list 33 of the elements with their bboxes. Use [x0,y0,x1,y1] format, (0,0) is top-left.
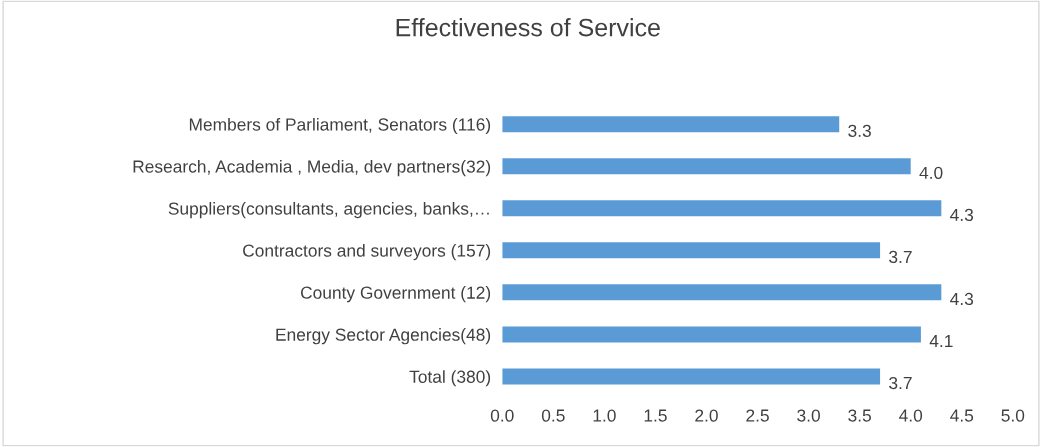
y-tick-label: Suppliers(consultants, agencies, banks,… [168,201,489,219]
x-tick-label: 0.0 [490,409,514,422]
y-tick-label: Members of Parliament, Senators (116) [189,117,491,135]
bar [502,284,942,301]
bar [502,368,881,385]
data-label: 3.3 [848,124,871,137]
y-tick-label: Contractors and surveyors (157) [243,244,491,261]
data-label: 4.3 [950,208,974,222]
x-tick-label: 2.0 [695,409,718,422]
data-label: 3.7 [889,250,912,264]
x-tick-label: 1.5 [644,409,667,422]
x-tick-label: 3.5 [848,409,871,422]
x-tick-label: 4.0 [899,409,923,422]
bar [502,158,911,175]
x-tick-label: 0.5 [541,409,565,422]
x-tick-label: 1.0 [593,409,616,422]
bar [502,200,942,217]
y-tick-label: Total (380) [409,370,491,387]
y-tick-label: Energy Sector Agencies(48) [276,328,491,345]
y-tick-label: Research, Academia , Media, dev partners(32) [133,159,491,177]
bar [502,326,921,343]
x-tick-label: 5.0 [1001,409,1025,422]
data-label: 4.0 [919,166,943,179]
x-tick-label: 2.5 [746,409,769,422]
data-label: 4.1 [929,335,953,347]
bar [502,116,840,133]
y-tick-label: County Government (12) [300,286,491,303]
data-label: 3.7 [889,376,912,390]
x-tick-label: 3.0 [797,409,820,422]
chart-title: Effectiveness of Service [396,18,660,37]
data-label: 4.3 [950,292,974,306]
bar [502,242,881,259]
x-tick-label: 4.5 [950,409,974,422]
